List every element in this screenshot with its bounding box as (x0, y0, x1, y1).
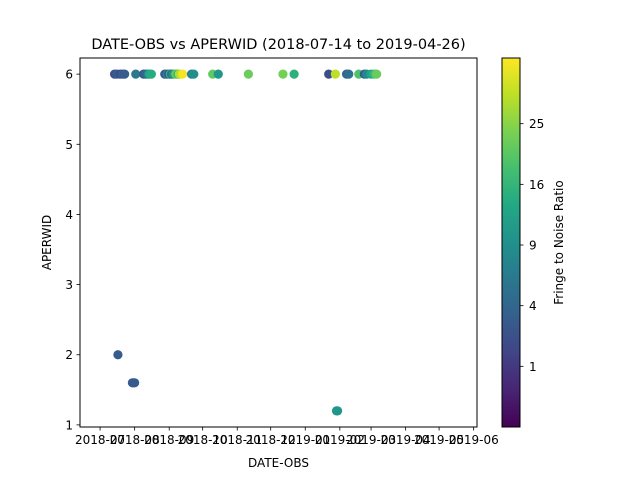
plot-area-frame (79, 57, 478, 428)
data-point (113, 350, 123, 360)
data-point (333, 406, 343, 416)
x-tick-label: 2018-07 (75, 433, 125, 447)
data-point (146, 69, 156, 79)
data-point (324, 69, 334, 79)
chart-title: DATE-OBS vs APERWID (2018-07-14 to 2019-… (91, 37, 465, 53)
colorbar-tick-label: 1 (529, 360, 537, 374)
y-tick-label: 6 (65, 68, 73, 82)
data-point (289, 69, 299, 79)
data-point (344, 69, 354, 79)
x-tick-label: 2019-05 (414, 433, 464, 447)
data-point (243, 69, 253, 79)
data-point (213, 69, 223, 79)
data-point (178, 69, 188, 79)
data-point (278, 69, 288, 79)
colorbar-gradient (502, 58, 520, 427)
x-tick-label: 2018-11 (212, 433, 262, 447)
x-tick-label: 2018-08 (110, 433, 160, 447)
y-tick-label: 5 (65, 138, 73, 152)
x-axis: 2018-072018-082018-092018-102018-112018-… (75, 427, 499, 447)
colorbar-tick-label: 9 (529, 239, 537, 253)
data-point (372, 69, 382, 79)
x-tick-label: 2019-06 (449, 433, 499, 447)
x-tick-label: 2019-02 (315, 433, 365, 447)
colorbar-ticks: 1 4 9 16 25 (520, 117, 544, 374)
y-axis: 1 2 3 4 5 6 (65, 68, 80, 432)
data-points (109, 69, 382, 416)
y-tick-label: 4 (65, 208, 73, 222)
data-point (131, 69, 141, 79)
colorbar-tick-label: 16 (529, 178, 544, 192)
x-tick-label: 2018-10 (178, 433, 228, 447)
colorbar: 1 4 9 16 25 Fringe to Noise Ratio (501, 57, 566, 428)
y-tick-label: 1 (65, 418, 73, 432)
data-point (130, 378, 140, 388)
colorbar-frame (501, 57, 521, 428)
colorbar-tick-label: 4 (529, 299, 537, 313)
y-tick-label: 2 (65, 348, 73, 362)
x-tick-label: 2018-09 (144, 433, 194, 447)
x-tick-label: 2019-04 (381, 433, 431, 447)
y-tick-label: 3 (65, 278, 73, 292)
colorbar-label: Fringe to Noise Ratio (552, 180, 566, 305)
x-tick-label: 2019-01 (280, 433, 330, 447)
x-tick-label: 2019-03 (346, 433, 396, 447)
x-axis-label: DATE-OBS (248, 456, 309, 470)
data-point (120, 69, 130, 79)
data-point (330, 69, 340, 79)
data-point (189, 69, 199, 79)
y-axis-label: APERWID (40, 215, 54, 271)
colorbar-tick-label: 25 (529, 117, 544, 131)
x-tick-label: 2018-12 (246, 433, 296, 447)
